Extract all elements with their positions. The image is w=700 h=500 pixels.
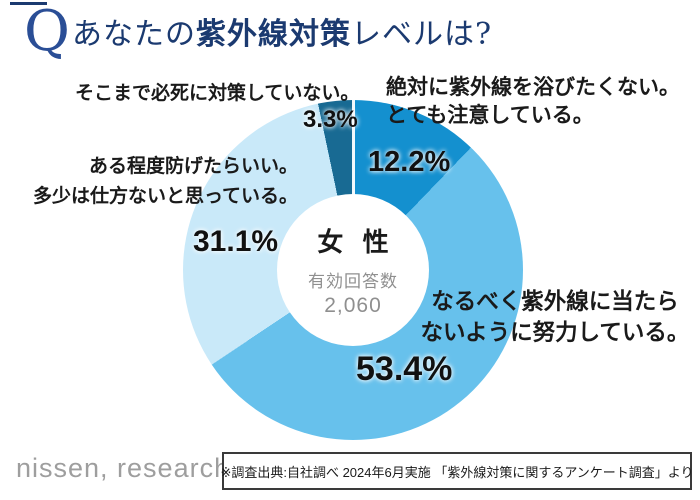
callout-no-measures-line1: そこまで必死に対策していない。 <box>75 83 360 104</box>
pct-avoid-effort: 53.4% <box>356 350 453 388</box>
title-part-3: レベルは? <box>351 17 493 52</box>
pct-some-prevention: 31.1% <box>193 225 279 258</box>
callout-avoid-effort: なるべく紫外線に当たら ないように努力している。 <box>410 286 700 348</box>
nissen-research-logo: nissen, research <box>16 453 231 483</box>
callout-very-careful-line1: 絶対に紫外線を浴びたくない。 <box>386 76 680 99</box>
callout-no-measures: そこまで必死に対策していない。 <box>75 78 359 105</box>
title-part-1: あなたの <box>72 17 196 52</box>
source-note-box: ※調査出典:自社調べ 2024年6月実施 「紫外線対策に関するアンケート調査」よ… <box>220 452 694 490</box>
top-left-accent-line <box>10 2 47 5</box>
question-mark-glyph: Q <box>24 0 70 64</box>
page-title: あなたの紫外線対策レベルは? <box>72 16 492 54</box>
callout-avoid-effort-line1: なるべく紫外線に当たら <box>431 289 679 314</box>
callout-very-careful: 絶対に紫外線を浴びたくない。 とても注意している。 <box>386 74 680 130</box>
donut-center: 女 性 有効回答数 2,060 <box>277 194 429 346</box>
callout-some-prevention: ある程度防げたらいい。 多少は仕方ないと思っている。 <box>20 152 298 212</box>
callout-avoid-effort-line2: ないように努力している。 <box>420 320 690 345</box>
source-note-text: ※調査出典:自社調べ 2024年6月実施 「紫外線対策に関するアンケート調査」よ… <box>220 464 694 480</box>
donut-chart: 女 性 有効回答数 2,060 <box>183 100 523 440</box>
title-part-2: 紫外線対策 <box>196 17 351 52</box>
center-group-label: 女 性 <box>317 227 395 257</box>
callout-very-careful-line2: とても注意している。 <box>386 104 594 127</box>
pct-very-careful: 12.2% <box>368 146 451 178</box>
center-respondent-count: 2,060 <box>324 294 382 317</box>
pct-no-measures: 3.3% <box>303 106 358 133</box>
callout-some-prevention-line2: 多少は仕方ないと思っている。 <box>32 186 298 207</box>
slice-separator-line <box>351 100 355 270</box>
callout-some-prevention-line1: ある程度防げたらいい。 <box>88 156 298 177</box>
center-caption: 有効回答数 <box>308 272 398 291</box>
